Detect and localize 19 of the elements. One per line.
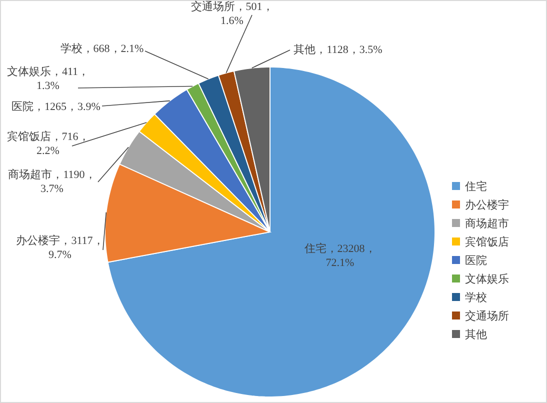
data-label: 学校，668，2.1% <box>60 42 144 55</box>
legend-label: 商场超市 <box>465 217 509 230</box>
data-label: 医院，1265，3.9% <box>12 100 100 113</box>
data-label: 其他，1128，3.5% <box>294 43 382 56</box>
legend-label: 其他 <box>465 328 487 341</box>
data-label: 宾馆饭店，716， 2.2% <box>6 130 90 157</box>
data-label: 住宅，23208， 72.1% <box>304 242 376 269</box>
legend-label: 办公楼宇 <box>465 198 509 212</box>
pie-slice <box>107 66 436 398</box>
legend-label: 交通场所 <box>465 310 509 322</box>
legend-label: 医院 <box>465 254 487 267</box>
data-label: 文体娱乐，411， 1.3% <box>6 65 90 92</box>
legend-label: 住宅 <box>465 180 487 193</box>
data-label: 交通场所，501， 1.6% <box>190 0 274 27</box>
legend-label: 宾馆饭店 <box>465 236 509 248</box>
data-label: 商场超市，1190， 3.7% <box>8 168 96 195</box>
legend-label: 学校 <box>465 291 487 304</box>
data-label: 办公楼宇，3117， 9.7% <box>16 234 104 261</box>
legend-label: 文体娱乐 <box>465 272 509 286</box>
